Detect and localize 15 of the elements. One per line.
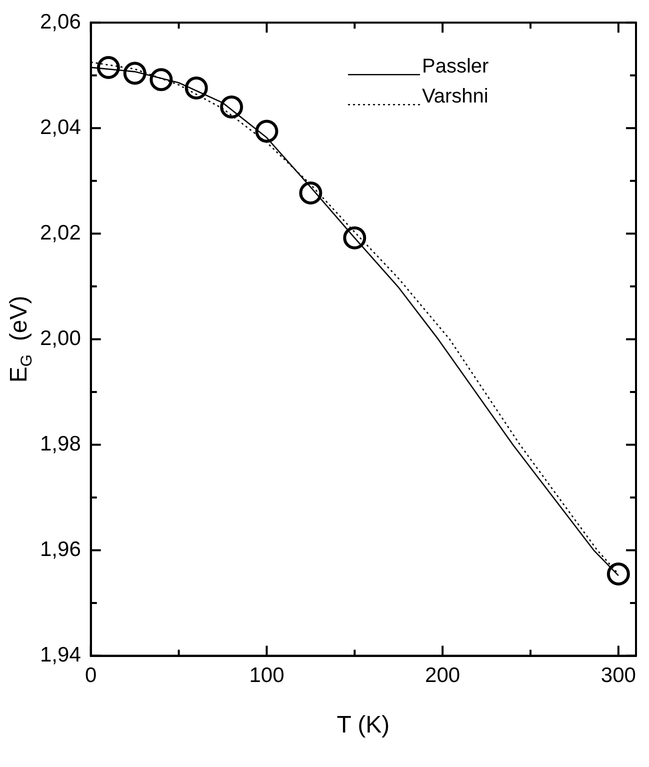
x-tick-label: 200 [425, 664, 460, 688]
y-tick-label: 1,98 [40, 432, 81, 456]
y-tick-label: 2,02 [40, 221, 81, 244]
y-tick-label: 1,96 [40, 538, 81, 562]
x-tick-label: 300 [600, 664, 636, 688]
x-tick-label: 100 [249, 664, 284, 688]
x-tick-label: 0 [85, 664, 97, 688]
y-tick-label: 1,94 [40, 644, 82, 667]
legend-label: Passler [422, 56, 490, 78]
y-tick-label: 2,00 [40, 326, 81, 350]
y-axis-title: EG (eV) [6, 296, 36, 383]
y-tick-label: 2,04 [40, 116, 82, 139]
x-axis-title: T (K) [336, 711, 390, 738]
legend-label: Varshni [422, 86, 488, 108]
y-tick-label: 2,06 [40, 10, 81, 34]
